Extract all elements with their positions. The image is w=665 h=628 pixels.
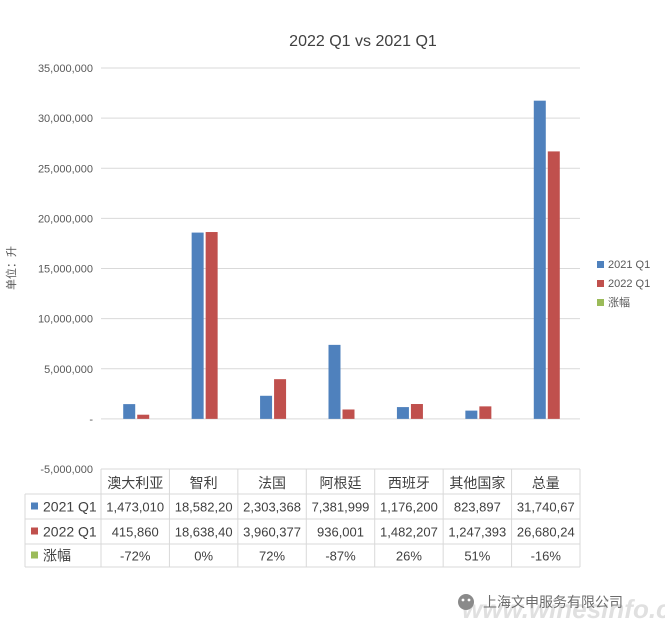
data-label: 7,381,999 [312,500,370,515]
bar-2022-q1 [274,379,287,419]
bar-2022-q1 [205,232,218,419]
y-tick-label: 25,000,000 [38,163,93,175]
y-tick-label: -5,000,000 [40,464,93,476]
y-axis-ticks: -5,000,000-5,000,00010,000,00015,000,000… [38,63,93,476]
y-axis-label: 单位：升 [4,246,18,290]
x-tick-label: 法国 [258,475,286,491]
y-tick-label: 35,000,000 [38,63,93,75]
legend-label: 涨幅 [608,296,630,309]
y-tick-label: - [89,414,93,426]
x-tick-label: 其他国家 [449,475,505,491]
data-label: 31,740,67 [517,500,575,515]
watermark-site: www.winesinfo.com [462,594,665,624]
table-legend-key [31,527,38,535]
data-label: 1,176,200 [380,500,438,515]
bar-2022-q1 [137,414,150,419]
data-label: 415,860 [112,525,159,540]
watermark-brand: 上海文申服务有限公司 [483,594,623,610]
x-tick-label: 西班牙 [388,475,430,491]
table-series-name: 2021 Q1 [43,499,97,515]
y-tick-label: 5,000,000 [44,364,93,376]
legend-label: 2022 Q1 [608,278,650,290]
bar-2021-q1 [191,232,204,419]
bar-2022-q1 [342,409,355,419]
data-label: 1,473,010 [106,500,164,515]
bar-2021-q1 [396,407,409,419]
legend-key [597,299,604,306]
bar-2021-q1 [465,410,478,419]
watermark: www.winesinfo.com 上海文申服务有限公司 [458,594,665,624]
data-label: -72% [120,549,151,564]
bar-2021-q1 [260,395,273,419]
x-tick-label: 澳大利亚 [107,475,163,491]
gridlines [101,67,580,420]
data-label: -87% [325,549,356,564]
data-label: -16% [531,549,562,564]
y-tick-label: 30,000,000 [38,113,93,125]
bar-2021-q1 [328,344,341,419]
x-tick-label: 智利 [190,475,218,491]
data-label: 51% [464,549,490,564]
bar-2022-q1 [410,404,423,419]
y-tick-label: 15,000,000 [38,264,93,276]
table-legend-key [31,551,38,559]
bar-2021-q1 [533,100,546,419]
x-tick-label: 总量 [532,475,560,491]
data-label: 1,247,393 [448,525,506,540]
data-label: 0% [194,549,213,564]
data-label: 1,482,207 [380,525,438,540]
data-label: 3,960,377 [243,525,301,540]
data-label: 26,680,24 [517,525,575,540]
bar-2021-q1 [123,404,136,419]
bar-2022-q1 [479,406,492,419]
data-label: 18,582,20 [175,500,233,515]
chart-title: 2022 Q1 vs 2021 Q1 [289,33,437,50]
table-legend-key [31,502,38,510]
legend: 2021 Q1 2022 Q1 涨幅 [597,259,650,309]
data-label: 26% [396,549,422,564]
legend-label: 2021 Q1 [608,259,650,271]
table-series-name: 2022 Q1 [43,524,97,540]
data-label: 72% [259,549,285,564]
data-table: 澳大利亚 智利 法国 阿根廷 西班牙 其他国家 总量 2021 Q1 1,473,010 18,5… [24,468,581,568]
data-label: 936,001 [317,525,364,540]
bar-2022-q1 [547,151,560,419]
data-label: 2,303,368 [243,500,301,515]
bars [123,100,560,419]
data-label: 823,897 [454,500,501,515]
legend-key [597,280,604,287]
y-tick-label: 10,000,000 [38,314,93,326]
legend-key [597,261,604,268]
data-label: 18,638,40 [175,525,233,540]
table-series-name: 涨幅 [43,548,71,564]
wechat-icon [458,594,474,610]
y-tick-label: 20,000,000 [38,213,93,225]
x-tick-label: 阿根廷 [320,475,362,491]
